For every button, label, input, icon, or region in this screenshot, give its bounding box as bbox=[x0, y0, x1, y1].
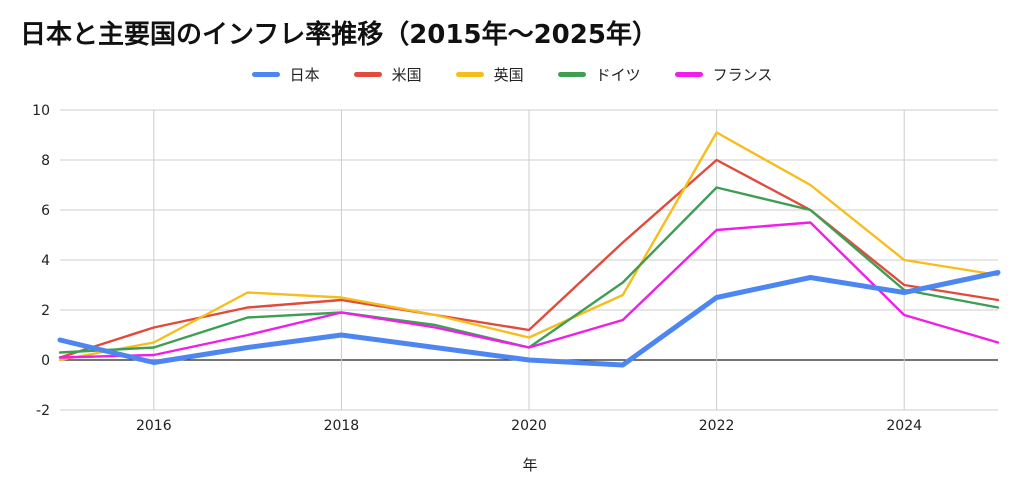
y-tick-label: 6 bbox=[41, 203, 50, 219]
series-line-4 bbox=[58, 221, 1000, 359]
y-tick-label: 2 bbox=[41, 303, 50, 319]
chart-title: 日本と主要国のインフレ率推移（2015年〜2025年） bbox=[20, 20, 658, 50]
legend-label: ドイツ bbox=[595, 66, 641, 84]
x-tick-label: 2018 bbox=[324, 418, 360, 434]
legend-swatch bbox=[353, 72, 382, 77]
series-line-1 bbox=[58, 158, 1000, 359]
series-line-2 bbox=[58, 131, 1000, 362]
x-tick-label: 2016 bbox=[136, 418, 172, 434]
y-tick-label: 10 bbox=[32, 103, 50, 119]
legend-label: 日本 bbox=[289, 66, 320, 84]
legend-swatch bbox=[674, 72, 703, 77]
legend-item-uk[interactable]: 英国 bbox=[455, 64, 524, 85]
x-axis-ticks: 2016 2018 2020 2022 2024 bbox=[136, 418, 922, 434]
legend-swatch bbox=[455, 72, 484, 77]
legend-item-france[interactable]: フランス bbox=[674, 64, 773, 85]
legend-item-japan[interactable]: 日本 bbox=[251, 64, 320, 85]
legend-item-germany[interactable]: ドイツ bbox=[557, 64, 641, 85]
x-axis-label: 年 bbox=[522, 456, 538, 474]
series-lines bbox=[57, 131, 1001, 368]
legend-item-usa[interactable]: 米国 bbox=[353, 64, 422, 85]
legend-label: 英国 bbox=[493, 66, 524, 84]
series-line-0 bbox=[57, 270, 1001, 368]
legend-swatch bbox=[557, 72, 586, 77]
legend-swatch bbox=[251, 72, 280, 77]
y-tick-label: 0 bbox=[41, 353, 50, 369]
y-tick-label: -2 bbox=[36, 403, 50, 419]
x-tick-label: 2024 bbox=[886, 418, 922, 434]
legend: 日本 米国 英国 ドイツ フランス bbox=[0, 64, 1024, 85]
grid bbox=[60, 109, 998, 411]
legend-label: 米国 bbox=[391, 66, 422, 84]
y-tick-label: 4 bbox=[41, 253, 50, 269]
y-axis-ticks: -2 0 2 4 6 8 10 bbox=[32, 103, 50, 419]
x-tick-label: 2020 bbox=[511, 418, 547, 434]
x-tick-label: 2022 bbox=[699, 418, 735, 434]
legend-label: フランス bbox=[712, 66, 773, 84]
y-tick-label: 8 bbox=[41, 153, 50, 169]
